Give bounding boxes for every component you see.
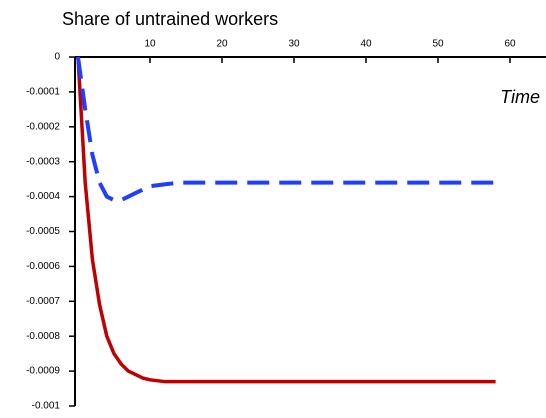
y-tick-label: -0.0005 xyxy=(26,226,60,237)
x-tick-label: 20 xyxy=(216,39,228,50)
y-tick-label: -0.0001 xyxy=(26,87,60,98)
chart-title: Share of untrained workers xyxy=(62,9,278,29)
y-tick-label: -0.0002 xyxy=(26,121,60,132)
x-tick-label: 40 xyxy=(360,39,372,50)
y-tick-label: -0.0007 xyxy=(26,296,60,307)
y-tick-label: -0.0006 xyxy=(26,261,60,272)
x-tick-label: 10 xyxy=(144,39,156,50)
y-tick-label: 0 xyxy=(54,52,60,63)
series-line xyxy=(76,56,496,203)
y-tick-label: -0.0009 xyxy=(26,366,60,377)
y-tick-label: -0.001 xyxy=(32,401,61,412)
x-axis-label: Time xyxy=(500,87,540,107)
y-tick-label: -0.0004 xyxy=(26,191,60,202)
x-tick-label: 30 xyxy=(288,39,300,50)
series-line xyxy=(76,56,496,384)
x-tick-label: 60 xyxy=(504,39,516,50)
x-tick-label: 50 xyxy=(432,39,444,50)
y-tick-label: -0.0003 xyxy=(26,156,60,167)
y-tick-label: -0.0008 xyxy=(26,331,60,342)
